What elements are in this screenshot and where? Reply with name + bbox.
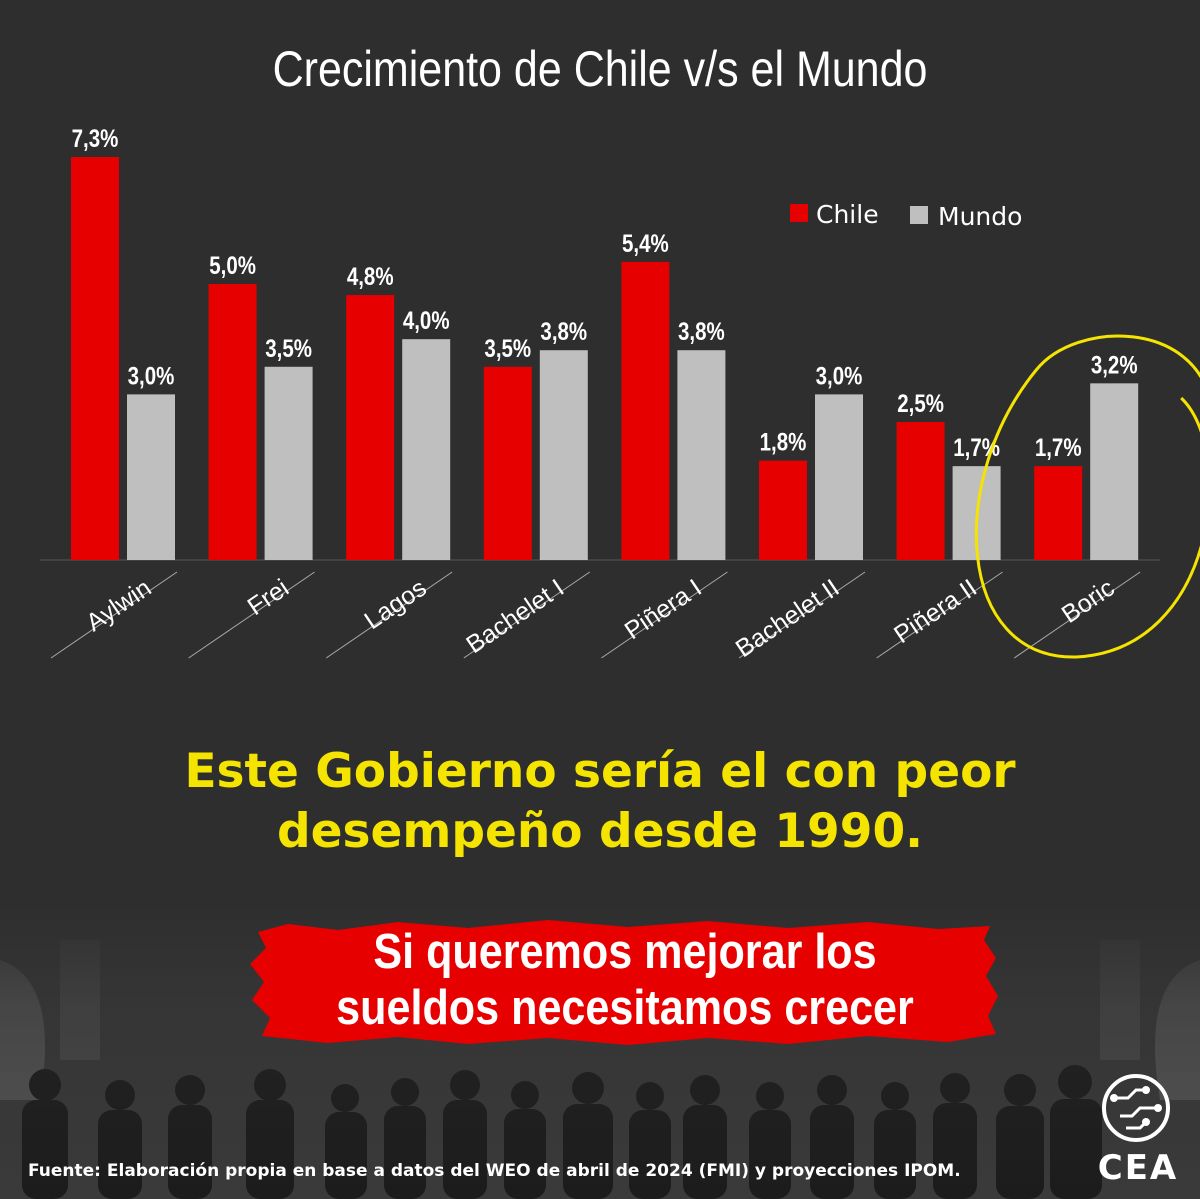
legend-label-chile: Chile	[816, 200, 879, 229]
tick-line-aylwin	[50, 571, 178, 659]
bar-chile-boric	[1034, 466, 1083, 560]
bar-chart: 7,3% 3,0% Aylwin 5,0% 3,5% Frei 4,8% 4,0% Lagos 3…	[40, 124, 1200, 663]
legend-label-mundo: Mundo	[938, 202, 1022, 231]
data-label-mundo-bachelet-ii: 3,0%	[816, 361, 863, 389]
tick-label-frei: Frei	[243, 574, 294, 621]
data-label-chile-lagos: 4,8%	[347, 262, 394, 290]
data-label-mundo-aylwin: 3,0%	[128, 361, 175, 389]
tick-line-lagos	[325, 571, 453, 659]
tick-label-bachelet-ii: Bachelet II	[731, 574, 845, 663]
tick-label-pinera-i: Piñera I	[620, 574, 707, 645]
bar-chile-aylwin	[71, 157, 119, 560]
cabinet-photo-background	[0, 900, 1200, 1199]
data-label-chile-aylwin: 7,3%	[72, 124, 119, 152]
banner-line-2: sueldos necesitamos crecer	[336, 981, 914, 1035]
tick-line-bachelet-ii	[738, 571, 866, 659]
headline-line-1: Este Gobierno sería el con peor	[184, 744, 1016, 799]
bar-chile-pinera-ii	[896, 421, 945, 560]
bar-mundo-boric	[1090, 383, 1139, 560]
source-note: Fuente: Elaboración propia en base a dat…	[28, 1161, 961, 1181]
chart-title: Crecimiento de Chile v/s el Mundo	[272, 41, 928, 97]
tick-line-pinera-i	[601, 571, 728, 659]
bar-chile-bachelet-ii	[759, 460, 807, 560]
banner-text: Si queremos mejorar los sueldos necesita…	[295, 924, 955, 1036]
tick-label-aylwin: Aylwin	[81, 574, 156, 637]
bar-mundo-lagos	[402, 339, 451, 560]
data-label-mundo-bachelet-i: 3,8%	[540, 317, 587, 345]
bar-mundo-aylwin	[127, 394, 175, 560]
bar-chile-pinera-i	[621, 261, 670, 560]
tick-line-frei	[188, 571, 315, 659]
tick-line-pinera-ii	[876, 571, 1003, 659]
bar-chile-bachelet-i	[483, 366, 532, 560]
data-label-chile-pinera-i: 5,4%	[622, 229, 669, 257]
tick-line-bachelet-i	[463, 571, 591, 659]
data-label-chile-bachelet-ii: 1,8%	[760, 428, 807, 456]
data-label-chile-pinera-ii: 2,5%	[897, 389, 944, 417]
legend-swatch-chile	[790, 204, 808, 222]
banner-line-1: Si queremos mejorar los	[373, 925, 877, 979]
data-label-mundo-lagos: 4,0%	[403, 306, 450, 334]
tick-label-lagos: Lagos	[359, 574, 431, 635]
bar-chile-frei	[208, 283, 257, 560]
headline-line-2: desempeño desde 1990.	[276, 804, 924, 859]
data-label-chile-bachelet-i: 3,5%	[484, 334, 531, 362]
bar-mundo-pinera-i	[677, 350, 726, 560]
legend-swatch-mundo	[910, 206, 928, 224]
logo-text: CEA	[1097, 1148, 1179, 1188]
tick-label-boric: Boric	[1057, 574, 1120, 629]
bar-mundo-frei	[264, 366, 313, 560]
tick-line-boric	[1013, 571, 1141, 659]
data-label-mundo-boric: 3,2%	[1091, 350, 1138, 378]
headline: Este Gobierno sería el con peor desempeñ…	[0, 742, 1200, 862]
bar-mundo-bachelet-ii	[815, 394, 863, 560]
tick-label-bachelet-i: Bachelet I	[461, 574, 569, 659]
data-label-mundo-pinera-i: 3,8%	[678, 317, 725, 345]
tick-label-pinera-ii: Piñera II	[889, 574, 982, 649]
highlight-ellipse-boric	[974, 334, 1200, 659]
circuit-globe-icon	[1102, 1074, 1170, 1142]
bar-mundo-bachelet-i	[539, 350, 588, 560]
bar-chile-lagos	[346, 295, 395, 560]
data-label-chile-frei: 5,0%	[209, 251, 256, 279]
data-label-mundo-frei: 3,5%	[265, 334, 312, 362]
brush-stroke-banner	[250, 920, 998, 1045]
data-label-chile-boric: 1,7%	[1035, 433, 1082, 461]
